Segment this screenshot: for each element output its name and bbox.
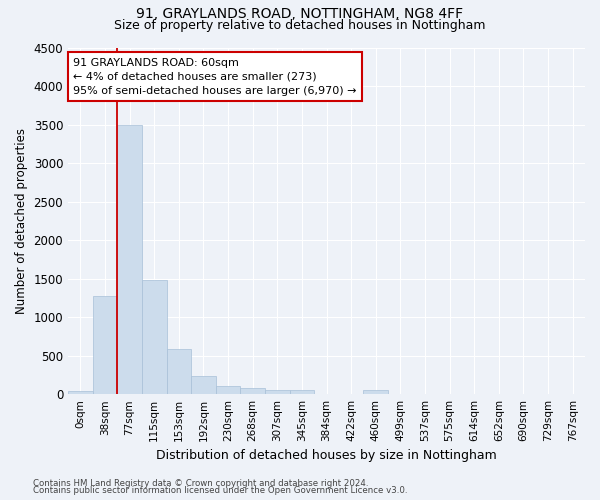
Bar bbox=[241, 388, 265, 394]
Bar bbox=[265, 390, 290, 394]
X-axis label: Distribution of detached houses by size in Nottingham: Distribution of detached houses by size … bbox=[156, 450, 497, 462]
Bar bbox=[167, 350, 191, 394]
Text: 91, GRAYLANDS ROAD, NOTTINGHAM, NG8 4FF: 91, GRAYLANDS ROAD, NOTTINGHAM, NG8 4FF bbox=[136, 8, 464, 22]
Y-axis label: Number of detached properties: Number of detached properties bbox=[15, 128, 28, 314]
Bar bbox=[68, 391, 92, 394]
Bar bbox=[191, 376, 216, 394]
Bar bbox=[117, 124, 142, 394]
Text: Size of property relative to detached houses in Nottingham: Size of property relative to detached ho… bbox=[114, 19, 486, 32]
Bar bbox=[216, 386, 241, 394]
Bar bbox=[142, 280, 167, 394]
Text: Contains public sector information licensed under the Open Government Licence v3: Contains public sector information licen… bbox=[33, 486, 407, 495]
Text: Contains HM Land Registry data © Crown copyright and database right 2024.: Contains HM Land Registry data © Crown c… bbox=[33, 478, 368, 488]
Bar bbox=[364, 390, 388, 394]
Bar bbox=[92, 296, 117, 394]
Text: 91 GRAYLANDS ROAD: 60sqm
← 4% of detached houses are smaller (273)
95% of semi-d: 91 GRAYLANDS ROAD: 60sqm ← 4% of detache… bbox=[73, 58, 357, 96]
Bar bbox=[290, 390, 314, 394]
